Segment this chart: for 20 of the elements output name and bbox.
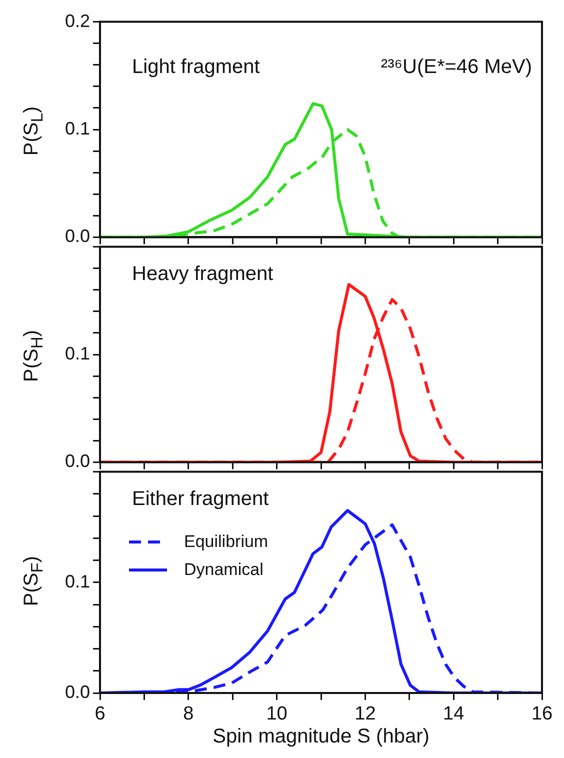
- x-tick-label: 10: [266, 704, 288, 725]
- x-tick-label: 6: [94, 704, 106, 725]
- x-axis-title: Spin magnitude S (hbar): [212, 726, 430, 748]
- y-tick-label: 0.1: [64, 343, 90, 364]
- annotation: ²³⁶U(E*=46 MeV): [380, 56, 532, 79]
- y-tick-label: 0.2: [64, 10, 90, 31]
- legend-label: Equilibrium: [184, 532, 268, 552]
- y-tick-label: 0.1: [64, 118, 90, 138]
- annotation: Heavy fragment: [132, 263, 274, 286]
- x-tick-label: 12: [354, 704, 376, 725]
- annotation: Either fragment: [132, 488, 269, 511]
- legend-label: Dynamical: [184, 560, 264, 580]
- annotation: Light fragment: [132, 56, 260, 79]
- y-tick-label: 0.0: [64, 226, 90, 246]
- y-tick-label: 0.1: [64, 571, 90, 592]
- y-tick-label: 0.0: [64, 682, 90, 702]
- x-tick-label: 14: [443, 704, 465, 725]
- x-tick-label: 8: [183, 704, 194, 725]
- y-tick-label: 0.0: [64, 451, 90, 472]
- x-tick-label: 16: [531, 704, 553, 725]
